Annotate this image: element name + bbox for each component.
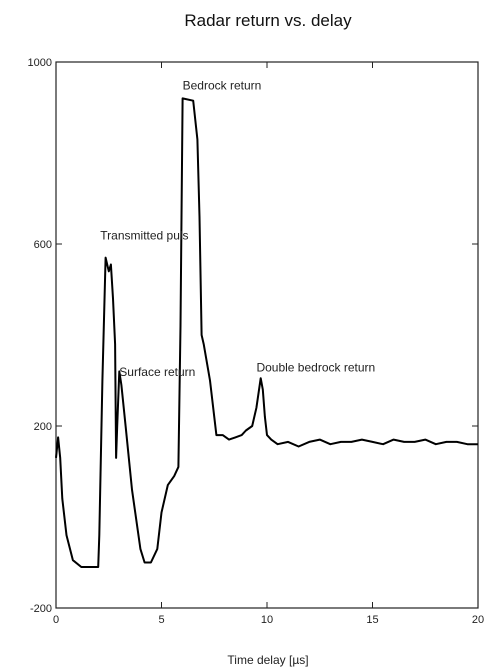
- annotation-label: Transmitted puls: [100, 228, 188, 242]
- annotation-label: Surface return: [119, 365, 195, 379]
- x-tick-label: 15: [366, 614, 378, 626]
- x-tick-label: 20: [472, 614, 484, 626]
- x-tick-label: 0: [53, 614, 59, 626]
- x-axis-label: Time delay [µs]: [227, 653, 308, 667]
- x-tick-label: 5: [158, 614, 164, 626]
- annotation-label: Bedrock return: [183, 78, 262, 92]
- y-tick-label: 600: [34, 239, 52, 251]
- annotation-label: Double bedrock return: [256, 360, 375, 374]
- plot-frame: [55, 61, 479, 609]
- plot-area: 0 5 10 15 20 -200 200 600 1000 Bedrock return Tran…: [28, 57, 484, 626]
- y-tick-label: 200: [34, 421, 52, 433]
- chart-title: Radar return vs. delay: [184, 11, 352, 30]
- series-line-radar-return: [55, 97, 478, 568]
- x-tick-label: 10: [261, 614, 273, 626]
- y-tick-label: 1000: [28, 57, 52, 69]
- y-tick-label: -200: [30, 603, 52, 615]
